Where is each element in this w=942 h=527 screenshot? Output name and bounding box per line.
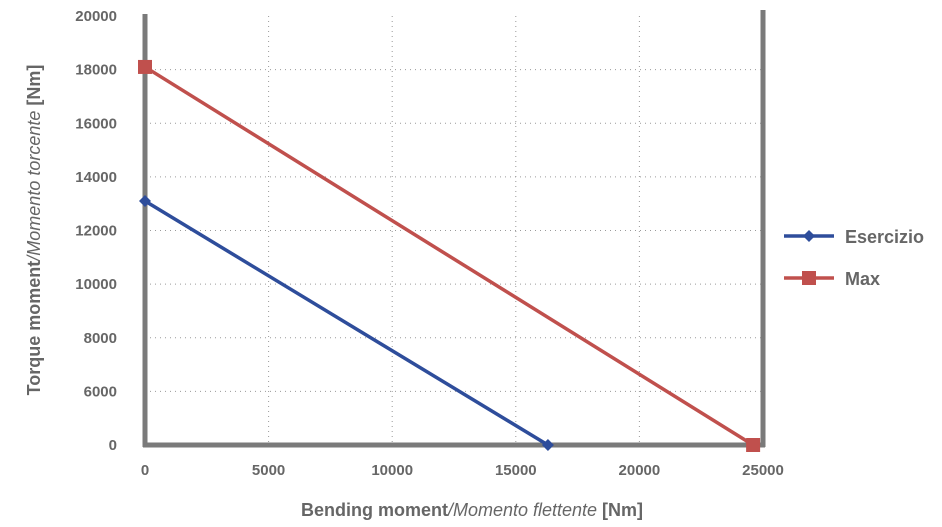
legend-marker-max <box>802 271 816 285</box>
legend: Esercizio Max <box>784 227 924 289</box>
y-axis-title: Torque moment/Momento torcente [Nm] <box>24 65 44 396</box>
y-tick-label: 18000 <box>75 62 117 79</box>
y-tick-label: 12000 <box>75 223 117 240</box>
data-point <box>139 195 151 208</box>
y-axis-title-bold: Torque moment <box>24 261 44 396</box>
data-point <box>746 438 761 452</box>
y-axis-title-unit: [Nm] <box>24 65 44 111</box>
y-tick-label: 16000 <box>75 115 117 132</box>
legend-marker-esercizio <box>803 230 815 242</box>
tick-labels: 0 5000 10000 15000 20000 25000 0 6000 8000 10000 1… <box>75 8 784 479</box>
series-line-max <box>144 65 755 447</box>
series-lines <box>138 59 761 452</box>
x-axis-title: Bending moment/Momento flettente [Nm] <box>301 500 643 520</box>
legend-label: Max <box>845 269 880 289</box>
y-tick-label: 14000 <box>75 169 117 186</box>
x-axis-title-italic: /Momento flettente <box>446 500 597 520</box>
x-tick-label: 15000 <box>495 462 537 479</box>
data-point <box>541 439 554 451</box>
x-axis-title-unit: [Nm] <box>597 500 643 520</box>
x-tick-label: 20000 <box>619 462 661 479</box>
x-tick-label: 10000 <box>371 462 413 479</box>
x-axis-title-bold: Bending moment <box>301 500 448 520</box>
y-tick-label: 8000 <box>84 330 117 347</box>
x-tick-label: 5000 <box>252 462 285 479</box>
series-line-esercizio <box>144 199 549 447</box>
data-point <box>138 59 152 74</box>
y-tick-label: 10000 <box>75 276 117 293</box>
x-tick-label: 25000 <box>742 462 784 479</box>
grid-lines <box>145 16 763 445</box>
y-tick-label: 6000 <box>84 383 117 400</box>
y-axis-title-italic: /Momento torcente <box>24 111 44 263</box>
axes <box>142 10 766 448</box>
x-tick-label: 0 <box>141 462 149 479</box>
y-tick-label: 20000 <box>75 8 117 25</box>
y-tick-label: 0 <box>109 437 117 454</box>
legend-label: Esercizio <box>845 227 924 247</box>
